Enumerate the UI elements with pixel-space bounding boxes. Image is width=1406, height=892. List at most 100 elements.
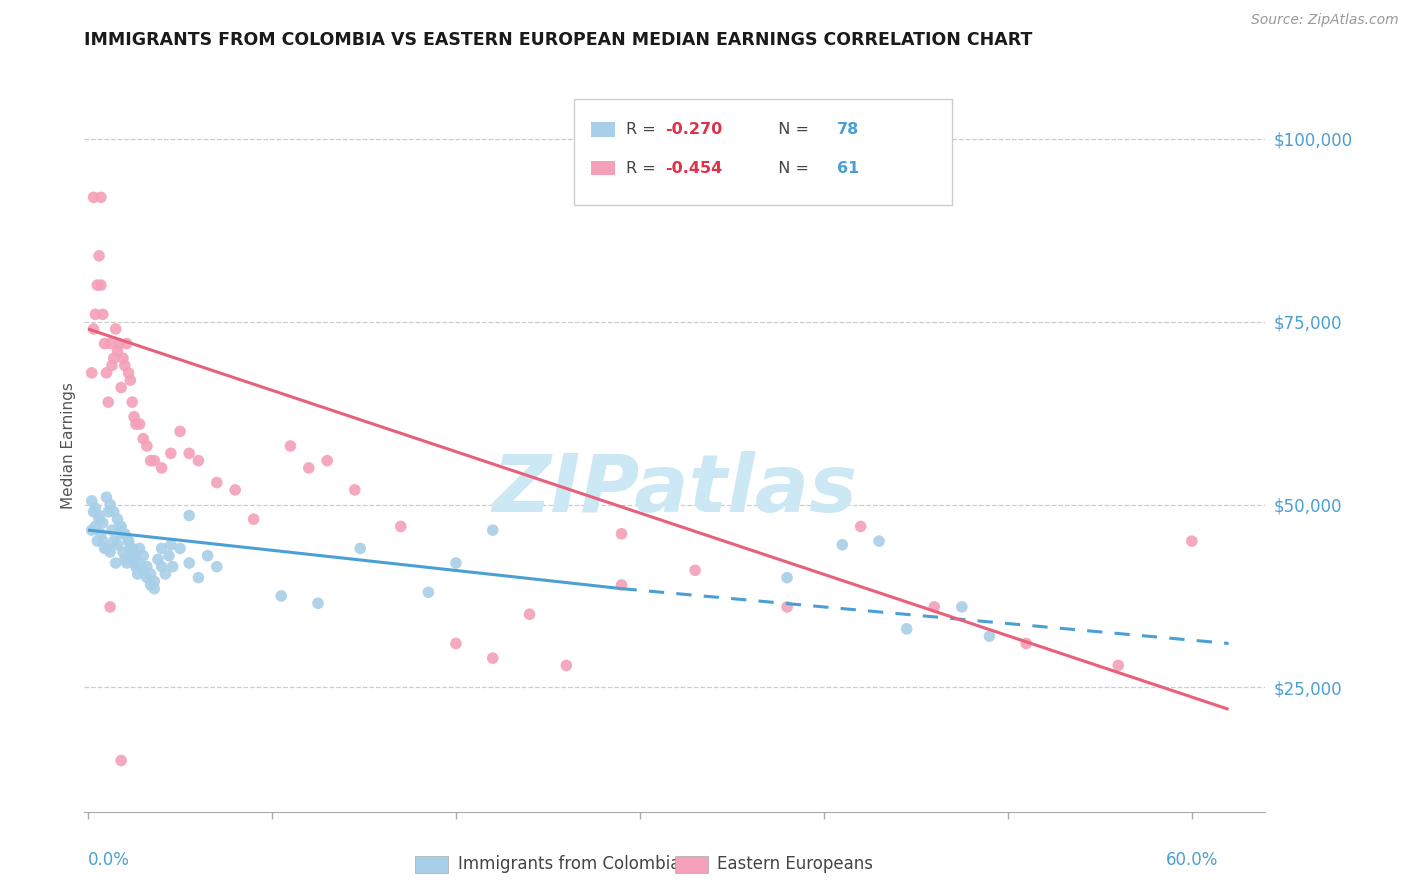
Point [121,541,143,556]
Point [343,483,366,497]
Point [610,526,633,541]
Point [950,599,973,614]
Bar [415,855,449,873]
Point [270,589,292,603]
Point [155,567,177,582]
Text: Immigrants from Colombia: Immigrants from Colombia [457,855,681,873]
Point [107,538,129,552]
Bar [591,122,614,136]
Point [117,534,139,549]
Point [135,559,157,574]
Point [169,425,191,439]
Point [90,190,112,204]
Point [1015,636,1038,650]
Point [143,574,166,589]
Point [80,493,103,508]
Text: N =: N = [768,161,814,176]
Bar [591,161,614,176]
Point [114,552,136,566]
Point [162,559,184,574]
Point [159,538,181,552]
Point [224,483,246,497]
Point [93,336,115,351]
Point [110,526,132,541]
Point [481,523,503,537]
Text: R =: R = [627,161,661,176]
Point [98,336,121,351]
Point [101,523,124,537]
Point [481,651,503,665]
Point [122,409,145,424]
Point [87,512,110,526]
Point [205,559,228,574]
Point [91,516,114,530]
Point [120,541,142,556]
Point [84,501,107,516]
Point [242,512,264,526]
Point [776,599,799,614]
Point [849,519,872,533]
Point [128,556,150,570]
Text: Source: ZipAtlas.com: Source: ZipAtlas.com [1251,13,1399,28]
Point [683,563,706,577]
Point [96,366,118,380]
Point [98,599,121,614]
Point [125,559,148,574]
Text: 60.0%: 60.0% [1166,851,1218,869]
FancyBboxPatch shape [575,99,952,204]
Point [555,658,578,673]
Point [90,278,112,293]
Point [179,508,201,523]
Point [896,622,918,636]
Point [84,307,107,321]
Point [108,336,131,351]
Point [610,578,633,592]
Point [132,549,155,563]
Point [98,498,121,512]
Point [104,556,127,570]
Point [157,549,180,563]
Text: 0.0%: 0.0% [89,851,129,869]
Text: ZIPatlas: ZIPatlas [492,450,858,529]
Point [93,541,115,556]
Point [143,453,166,467]
Point [84,519,107,533]
Point [107,512,129,526]
Point [128,417,150,431]
Point [122,556,145,570]
Text: 61: 61 [837,161,859,176]
Point [86,534,108,549]
Point [110,380,132,394]
Point [83,190,105,204]
Point [80,366,103,380]
Point [125,549,148,563]
Point [96,541,118,556]
Point [83,505,105,519]
Point [114,526,136,541]
Point [97,505,120,519]
Point [114,359,136,373]
Point [101,359,124,373]
Point [96,490,118,504]
Point [117,534,139,549]
Point [87,249,110,263]
Point [197,549,219,563]
Point [127,567,149,582]
Y-axis label: Median Earnings: Median Earnings [60,383,76,509]
Bar [675,855,709,873]
Point [80,523,103,537]
Point [115,556,138,570]
Point [87,508,110,523]
Point [150,541,173,556]
Point [121,549,143,563]
Point [108,519,131,533]
Point [110,754,132,768]
Point [103,505,125,519]
Point [135,571,157,585]
Point [120,373,142,387]
Point [169,541,191,556]
Point [107,343,129,358]
Point [139,453,162,467]
Point [97,395,120,409]
Point [132,432,155,446]
